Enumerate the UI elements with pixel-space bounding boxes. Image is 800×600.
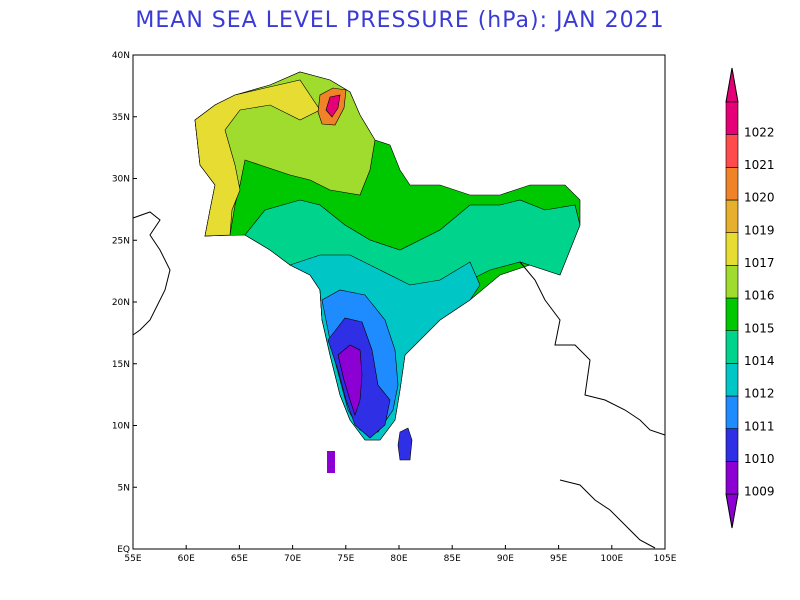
- colorbar-high-arrow: [725, 67, 739, 103]
- colorbar-swatch: [725, 101, 739, 135]
- y-axis-ticks: EQ 5N 10N 15N 20N 25N 30N 35N 40N: [112, 51, 137, 555]
- y-tick-label: 20N: [112, 298, 130, 308]
- colorbar-swatch: [725, 428, 739, 462]
- region-1009: [337, 344, 363, 416]
- colorbar-swatch: [725, 199, 739, 233]
- coastline-arabia: [132, 211, 171, 336]
- colorbar-label: 1016: [744, 289, 775, 303]
- colorbar-low-arrow: [725, 493, 739, 529]
- x-tick-label: 100E: [600, 554, 623, 564]
- x-tick-label: 80E: [390, 554, 407, 564]
- colorbar-label: 1010: [744, 452, 775, 466]
- colorbar-label: 1012: [744, 387, 775, 401]
- colorbar-swatch: [725, 134, 739, 168]
- colorbar-swatch: [725, 363, 739, 397]
- region-high-1022: [325, 94, 341, 118]
- x-tick-label: 90E: [497, 554, 514, 564]
- x-tick-label: 105E: [654, 554, 677, 564]
- region-maldives: [327, 451, 335, 473]
- x-tick-label: 60E: [178, 554, 195, 564]
- colorbar-swatch: [725, 330, 739, 364]
- colorbar-swatch: [725, 167, 739, 201]
- colorbar-swatch: [725, 232, 739, 266]
- colorbar-label: 1011: [744, 419, 775, 433]
- colorbar-label: 1009: [744, 485, 775, 499]
- y-tick-label: EQ: [117, 545, 130, 555]
- colorbar-label: 1021: [744, 158, 775, 172]
- y-tick-label: 35N: [112, 113, 130, 123]
- colorbar-swatch: [725, 297, 739, 331]
- x-axis-ticks: 55E 60E 65E 70E 75E 80E 85E 90E 95E 100E 105E: [124, 545, 677, 564]
- colorbar-swatch: [725, 265, 739, 299]
- x-tick-label: 85E: [444, 554, 461, 564]
- y-tick-label: 40N: [112, 51, 130, 61]
- coastline-indochina: [519, 261, 666, 436]
- x-tick-label: 70E: [284, 554, 301, 564]
- x-tick-label: 65E: [231, 554, 248, 564]
- y-tick-label: 15N: [112, 360, 130, 370]
- coastlines: [132, 211, 666, 549]
- x-tick-label: 95E: [550, 554, 567, 564]
- y-tick-label: 10N: [112, 422, 130, 432]
- region-sri-lanka: [397, 427, 413, 461]
- coastline-malaysia: [559, 479, 656, 549]
- pressure-regions: [194, 71, 581, 473]
- colorbar-swatch: [725, 461, 739, 495]
- colorbar: 1009 1010 1011 1012 1014 1015 1016 1017 1019 1020…: [725, 67, 775, 529]
- colorbar-swatch: [725, 395, 739, 429]
- y-tick-label: 25N: [112, 236, 130, 246]
- y-tick-label: 5N: [118, 483, 130, 493]
- colorbar-label: 1017: [744, 256, 775, 270]
- colorbar-label: 1019: [744, 223, 775, 237]
- colorbar-label: 1020: [744, 191, 775, 205]
- colorbar-label: 1014: [744, 354, 775, 368]
- map-title: MEAN SEA LEVEL PRESSURE (hPa): JAN 2021: [135, 8, 665, 33]
- y-tick-label: 30N: [112, 175, 130, 185]
- x-tick-label: 55E: [124, 554, 141, 564]
- colorbar-label: 1022: [744, 125, 775, 139]
- colorbar-label: 1015: [744, 321, 775, 335]
- x-tick-label: 75E: [337, 554, 354, 564]
